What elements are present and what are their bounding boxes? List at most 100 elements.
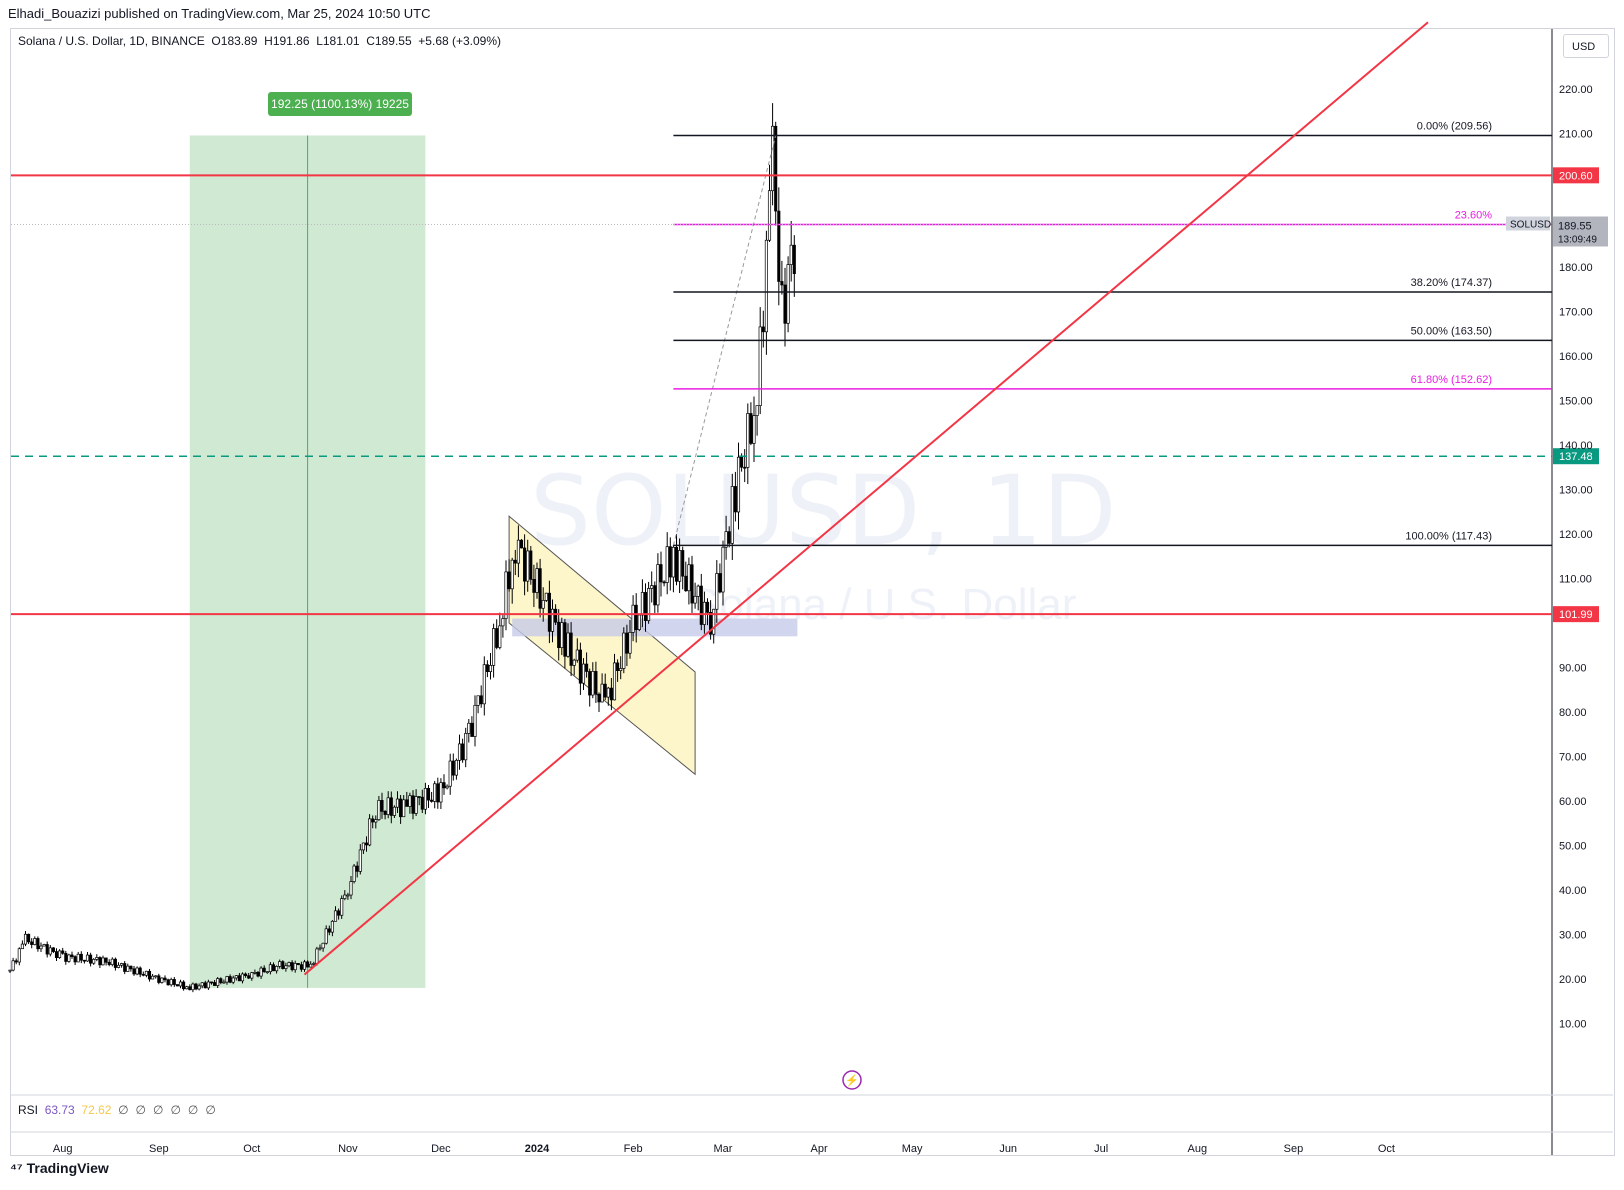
- candle-body: [507, 571, 511, 590]
- candle-body: [337, 910, 341, 916]
- candle-body: [426, 788, 431, 801]
- candle-body: [349, 881, 353, 896]
- candle-body: [364, 842, 369, 846]
- candle-body: [11, 960, 15, 971]
- price-axis-badge: [1553, 606, 1599, 623]
- candle-body: [544, 592, 548, 601]
- candle-body: [554, 608, 558, 623]
- legend-symbol[interactable]: Solana / U.S. Dollar, 1D, BINANCE: [18, 34, 205, 48]
- candle-body: [659, 564, 663, 583]
- candle-body: [572, 659, 576, 666]
- candle-body: [606, 687, 610, 698]
- candle-body: [405, 799, 409, 807]
- candle-body: [523, 547, 527, 582]
- y-tick-label: 150.00: [1559, 396, 1593, 408]
- symbol-badge-label: SOLUSD: [1510, 220, 1551, 231]
- candle-body: [299, 964, 303, 970]
- candle-body: [730, 486, 734, 544]
- candle-body: [519, 539, 524, 549]
- candle-body: [175, 984, 179, 987]
- x-tick-label: Sep: [149, 1143, 169, 1155]
- candle-body: [247, 975, 251, 979]
- candle-body: [473, 704, 477, 737]
- y-tick-label: 120.00: [1559, 529, 1593, 541]
- candle-body: [48, 947, 52, 955]
- candle-body: [160, 977, 164, 983]
- candle-body: [225, 976, 229, 983]
- candle-body: [724, 531, 728, 548]
- candle-body: [541, 600, 545, 609]
- candle-body: [104, 957, 108, 963]
- candle-body: [746, 413, 750, 468]
- legend-close-label: C: [366, 34, 375, 48]
- candle-body: [380, 800, 384, 812]
- candle-body: [786, 264, 790, 324]
- candle-body: [733, 486, 737, 513]
- candle-body: [411, 795, 415, 814]
- candle-body: [296, 963, 300, 965]
- price-axis-badge-label: 101.99: [1559, 609, 1593, 621]
- candle-body: [73, 956, 77, 963]
- candle-body: [417, 796, 421, 798]
- candle-body: [569, 632, 573, 666]
- candle-body: [51, 947, 55, 952]
- candle-body: [371, 818, 375, 823]
- candle-body: [476, 695, 480, 706]
- legend-low-label: L: [316, 34, 323, 48]
- candle-body: [637, 614, 641, 631]
- candle-body: [151, 975, 155, 980]
- candle-body: [327, 928, 331, 933]
- candle-body: [330, 920, 334, 933]
- candle-body: [256, 972, 260, 977]
- candle-body: [67, 954, 71, 962]
- candle-body: [771, 125, 775, 192]
- candle-body: [206, 981, 210, 989]
- candle-body: [575, 649, 579, 661]
- candle-body: [485, 664, 489, 673]
- candle-body: [674, 546, 679, 582]
- candle-body: [113, 958, 117, 968]
- candle-body: [597, 693, 601, 703]
- rsi-label[interactable]: RSI: [18, 1103, 39, 1117]
- candle-body: [309, 963, 313, 968]
- event-marker-glyph: ⚡: [845, 1074, 859, 1087]
- candle-body: [513, 559, 517, 564]
- candle-body: [98, 957, 102, 966]
- tradingview-logo[interactable]: ⁴⁷ TradingView: [10, 1160, 109, 1176]
- candle-body: [293, 963, 297, 971]
- candle-body: [594, 671, 598, 695]
- candle-body: [755, 405, 759, 416]
- candle-body: [600, 683, 604, 703]
- legend-low: 181.01: [322, 34, 360, 48]
- candle-body: [749, 413, 753, 444]
- candle-body: [495, 628, 499, 648]
- y-tick-label: 20.00: [1559, 974, 1587, 986]
- candle-body: [17, 948, 21, 963]
- candle-body: [665, 546, 669, 583]
- candle-body: [643, 592, 648, 621]
- candle-body: [532, 579, 536, 593]
- rsi-legend: RSI 63.73 72.62 ∅∅∅∅∅∅: [18, 1103, 223, 1117]
- candle-body: [386, 797, 390, 815]
- candle-body: [712, 608, 716, 635]
- candle-body: [191, 983, 195, 991]
- candle-body: [634, 604, 638, 631]
- y-tick-label: 130.00: [1559, 485, 1593, 497]
- candle-body: [82, 959, 86, 962]
- candle-body: [454, 759, 458, 776]
- candle-body: [764, 239, 768, 333]
- candle-body: [200, 982, 204, 987]
- candle-body: [250, 972, 254, 979]
- price-axis-badge: [1553, 167, 1599, 184]
- currency-button[interactable]: USD: [1563, 34, 1609, 58]
- candle-body: [268, 964, 272, 973]
- candle-body: [76, 953, 80, 963]
- y-tick-label: 180.00: [1559, 262, 1593, 274]
- candle-body: [721, 546, 725, 593]
- candle-body: [352, 865, 356, 882]
- last-price-countdown: 13:09:49: [1558, 235, 1597, 246]
- candle-body: [752, 415, 756, 444]
- candle-body: [135, 967, 139, 975]
- candle-body: [343, 894, 347, 899]
